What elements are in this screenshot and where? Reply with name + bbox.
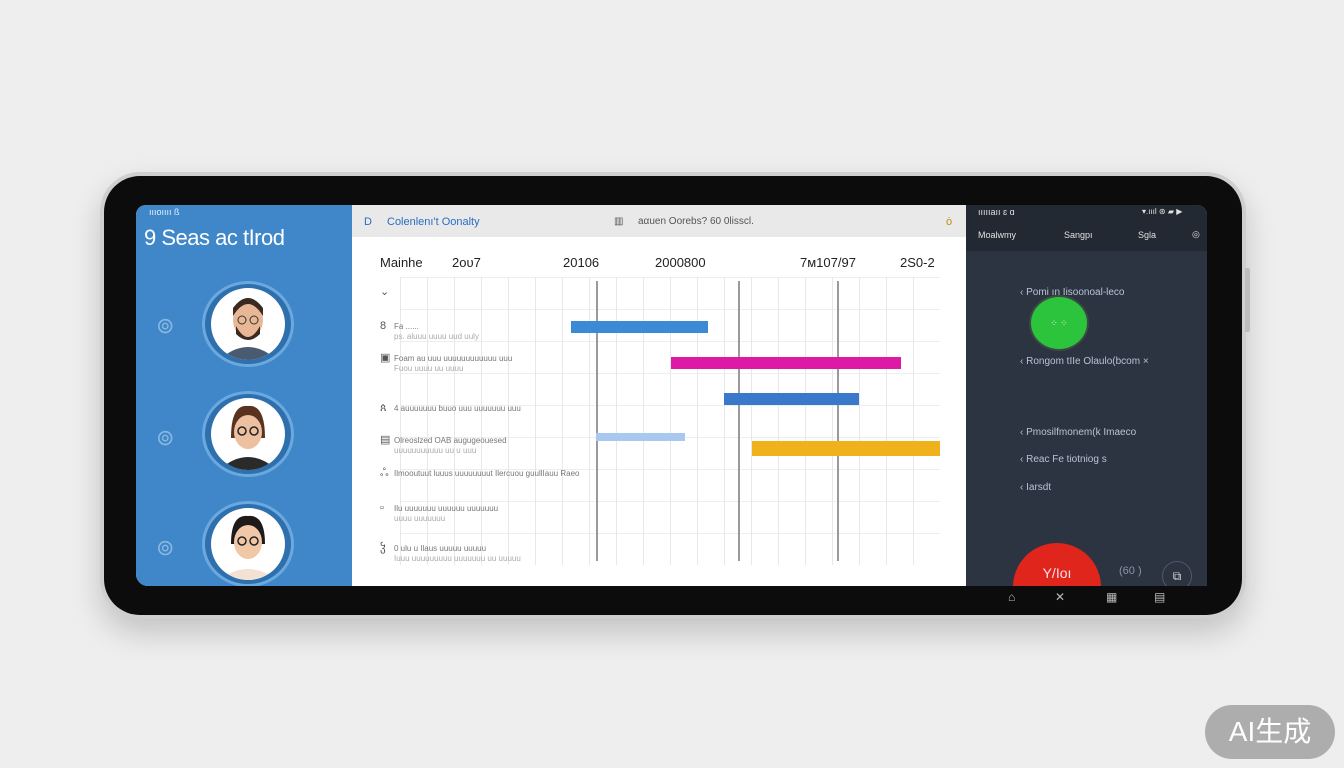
screen: ıııoıııı ß 9 Seas ac tIrod ⊚ ⊚ ⊚ D Colen… [136, 205, 1207, 586]
list-item[interactable]: ‹ Reac Fe tiotniog s [1020, 454, 1107, 465]
status-icons: ▾.ıııl ⊛ ▰ ▶ [1142, 207, 1183, 216]
search-field[interactable]: aαuen Oorebs? 60 0lisscl. [638, 216, 754, 227]
gantt-bar[interactable] [752, 441, 940, 456]
menu-icon[interactable]: ȯ [946, 216, 953, 228]
close-icon[interactable]: ✕ [1055, 590, 1066, 604]
task-subtitle: uuuu uuuuuuu [394, 514, 446, 523]
column-header: 7ᴍ107/97 [800, 255, 856, 270]
panel-title: 9 Seas ac tIrod [144, 225, 285, 250]
task-subtitle: Iuuu uuuuuuuuu uuuuuuu uu uuuuu [394, 554, 521, 563]
column-header: Mainhe [380, 255, 423, 270]
app-icon: D [364, 216, 372, 228]
task-subtitle: ps. aluuu uuuu uud uuly [394, 332, 479, 341]
task-icon: ▤ [380, 434, 391, 446]
column-header: 2ᴏᴜ7 [452, 255, 481, 270]
milestone-line [837, 281, 839, 561]
task-icon: ▫ [380, 502, 384, 514]
green-action-button[interactable]: ⁘ ⁘ [1031, 297, 1087, 349]
task-row[interactable]: ஃ Ilmooutuut luuus uuuuuuuut Ilercuou guu… [380, 467, 579, 490]
task-row[interactable]: ጰ 4 auuuuuuu buuo uuu uuuuuuu uuu [380, 402, 521, 424]
task-row[interactable]: ▣ Foam au uuu uuuuuuuuuuuu uuu Fuou uuuu u… [380, 351, 512, 373]
record-button[interactable]: Y/Ioı [1013, 543, 1101, 586]
gantt-panel: D Colenlenı't Oonalty ▥ aαuen Oorebs? 60… [352, 205, 966, 586]
task-label: Fa ...... [394, 322, 419, 331]
watermark: AI生成 [1205, 705, 1335, 759]
task-icon: ጰ [380, 402, 387, 414]
task-label: Olreoslzed OAB augugeouesed [394, 436, 507, 445]
task-row[interactable]: ▤ Olreoslzed OAB augugeouesed uuuuuuuuuuu … [380, 433, 507, 455]
app-title: Colenlenı't Oonalty [387, 216, 480, 228]
task-label: Ilmooutuut luuus uuuuuuuut Ilercuou guul… [394, 469, 580, 478]
gantt-bar[interactable] [596, 433, 686, 441]
list-item-label: Iarsdt [1026, 482, 1052, 493]
column-header: 20106 [563, 255, 600, 270]
list-item[interactable]: ‹ Pomi ın Iisoonoal-leco [1020, 287, 1125, 298]
task-icon: ჴ [380, 542, 386, 554]
gantt-bar[interactable] [571, 321, 708, 333]
task-row[interactable]: ⌄ [380, 285, 394, 307]
toolbar: D Colenlenı't Oonalty ▥ aαuen Oorebs? 60… [352, 205, 966, 237]
task-label: 0 ulu u Ilaus uuuuu uuuuu [394, 544, 487, 553]
settings-icon[interactable]: ◎ [1192, 229, 1200, 239]
status-bar: ıııııaıı ɛ ɑ [978, 207, 1015, 217]
camera-switch-icon[interactable]: ⧉ [1162, 561, 1192, 586]
list-item[interactable]: ‹ Rongom tIIe Olaulo(bcom × [1020, 356, 1149, 367]
avatar[interactable] [202, 391, 294, 477]
right-panel: ıııııaıı ɛ ɑ ▾.ıııl ⊛ ▰ ▶ Moalwmy Sangpı… [966, 205, 1207, 586]
task-row[interactable]: 8 Fa ...... ps. aluuu uuuu uud uuly [380, 320, 479, 341]
column-header: 2000800 [655, 255, 706, 270]
home-icon[interactable]: ⌂ [1008, 590, 1016, 604]
fingerprint-icon: ⊚ [156, 535, 175, 560]
list-item-label: Reac Fe tiotniog s [1026, 454, 1107, 465]
gantt-bar[interactable] [671, 357, 902, 369]
list-item[interactable]: ‹ Pmosilfmonem(k Imaeco [1020, 427, 1137, 438]
task-icon: ▣ [380, 352, 391, 364]
left-panel: ıııoıııı ß 9 Seas ac tIrod ⊚ ⊚ ⊚ [136, 205, 352, 586]
list-item-label: Pmosilfmonem(k Imaeco [1026, 427, 1137, 438]
avatar[interactable] [202, 501, 294, 586]
column-header: 2S0-2 [900, 255, 935, 270]
milestone-line [738, 281, 740, 561]
list-item[interactable]: ‹ Iarsdt [1020, 482, 1052, 493]
avatar[interactable] [202, 281, 294, 367]
right-header: ıııııaıı ɛ ɑ ▾.ıııl ⊛ ▰ ▶ Moalwmy Sangpı… [966, 205, 1207, 251]
task-label: Ilu uuuuuuu uuuuuu uuuuuuu [394, 504, 499, 513]
status-bar: ıııoıııı ß [149, 207, 180, 217]
task-icon: 8 [380, 320, 387, 332]
task-subtitle: uuuuuuuuuuu uu u uuu [394, 446, 477, 455]
menu-icon[interactable]: ▤ [1154, 590, 1166, 604]
task-label: 4 auuuuuuu buuo uuu uuuuuuu uuu [394, 404, 521, 413]
tab-sgla[interactable]: Sgla [1138, 230, 1157, 240]
task-label: Foam au uuu uuuuuuuuuuuu uuu [394, 354, 513, 363]
side-button [1245, 268, 1250, 332]
grid-icon[interactable]: ▦ [1106, 590, 1118, 604]
tab-moalwmy[interactable]: Moalwmy [978, 230, 1017, 240]
task-icon: ⌄ [380, 286, 390, 298]
search-icon[interactable]: ▥ [614, 216, 624, 227]
list-item-label: Pomi ın Iisoonoal-leco [1026, 287, 1125, 298]
task-row[interactable]: ჴ 0 ulu u Ilaus uuuuu uuuuu Iuuu uuuuuuuuu… [380, 541, 521, 563]
gantt-bar[interactable] [724, 393, 859, 405]
tab-sangpi[interactable]: Sangpı [1064, 230, 1093, 240]
task-icon: ஃ [380, 467, 389, 479]
fingerprint-icon: ⊚ [156, 313, 175, 338]
fingerprint-icon: ⊚ [156, 425, 175, 450]
milestone-line [596, 281, 598, 561]
task-subtitle: Fuou uuuu uu uuuu [394, 364, 464, 373]
list-item-label: Rongom tIIe Olaulo(bcom [1026, 356, 1141, 367]
timer: (60 ) [1119, 565, 1142, 577]
task-row[interactable]: ▫ Ilu uuuuuuu uuuuuu uuuuuuu uuuu uuuuuuu [380, 502, 498, 523]
close-icon[interactable]: × [1142, 356, 1149, 367]
